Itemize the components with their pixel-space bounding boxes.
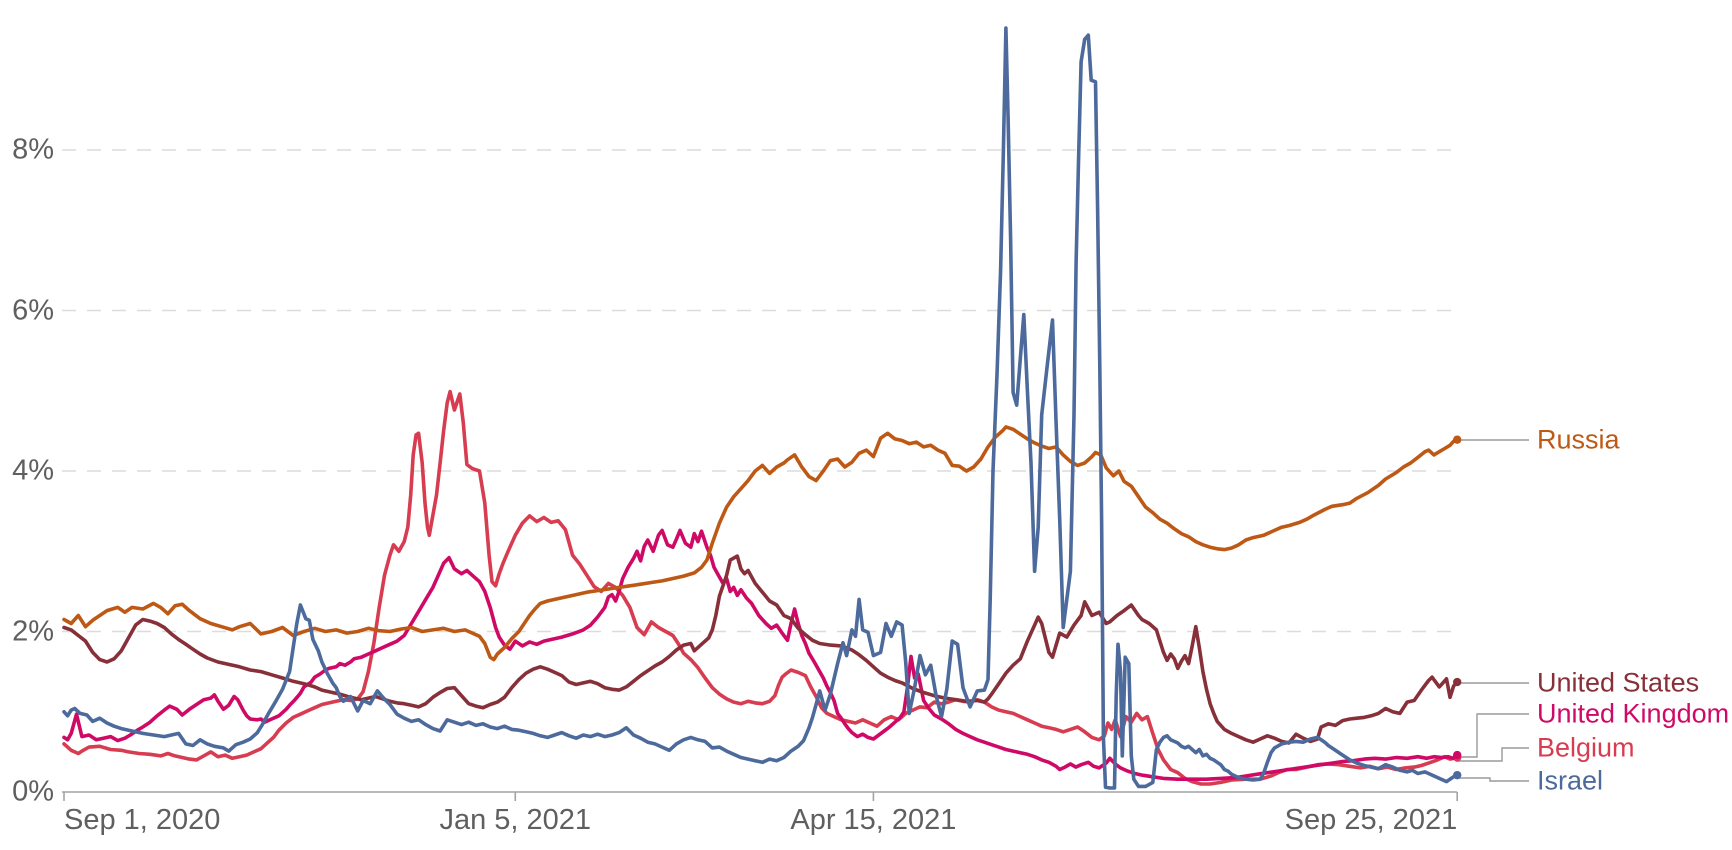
series-line-united-states[interactable] xyxy=(62,554,1459,745)
y-axis-label-6pct: 6% xyxy=(12,294,54,326)
legend-label-russia[interactable]: Russia xyxy=(1537,424,1620,455)
y-axis-label-2pct: 2% xyxy=(12,615,54,647)
legend-label-united-kingdom[interactable]: United Kingdom xyxy=(1537,698,1730,729)
legend-connector-israel xyxy=(1458,777,1529,782)
series-line-united-kingdom[interactable] xyxy=(62,528,1459,782)
series-endpoint-united-states xyxy=(1453,677,1462,687)
legend-label-united-states[interactable]: United States xyxy=(1537,667,1700,698)
x-axis-label-jan-5-2021: Jan 5, 2021 xyxy=(439,804,592,836)
y-axis-label-0pct: 0% xyxy=(12,775,54,808)
legend-label-israel[interactable]: Israel xyxy=(1537,765,1604,796)
legend-connector-united-kingdom xyxy=(1456,713,1529,758)
series-endpoint-israel xyxy=(1453,770,1462,780)
y-axis-label-4pct: 4% xyxy=(12,454,54,487)
series-line-russia[interactable] xyxy=(62,425,1459,662)
series-endpoint-russia xyxy=(1453,435,1462,444)
x-axis-label-sep-25-2021: Sep 25, 2021 xyxy=(1284,804,1458,836)
y-axis-label-8pct: 8% xyxy=(12,133,54,166)
series-endpoint-united-kingdom xyxy=(1453,750,1462,760)
legend-label-belgium[interactable]: Belgium xyxy=(1537,732,1635,763)
x-axis-label-sep-1-2020: Sep 1, 2020 xyxy=(64,804,221,836)
legend-connector-belgium xyxy=(1456,747,1529,762)
series-line-israel[interactable] xyxy=(62,26,1459,790)
series-line-belgium[interactable] xyxy=(62,389,1459,786)
x-axis-label-apr-15-2021: Apr 15, 2021 xyxy=(790,804,957,836)
